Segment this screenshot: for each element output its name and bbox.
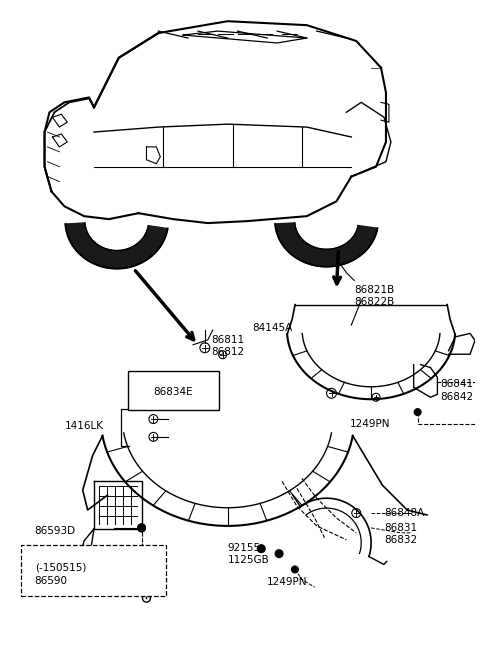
- Text: 86832: 86832: [384, 535, 417, 545]
- Text: 1416LK: 1416LK: [64, 421, 103, 431]
- Text: 86831: 86831: [384, 523, 417, 533]
- Polygon shape: [65, 223, 168, 269]
- Text: 86593D: 86593D: [35, 526, 76, 536]
- Circle shape: [414, 409, 421, 415]
- Text: 84145A: 84145A: [252, 323, 293, 333]
- Text: 86842: 86842: [440, 392, 473, 402]
- Circle shape: [291, 566, 299, 573]
- FancyBboxPatch shape: [128, 371, 219, 410]
- Text: 86821B: 86821B: [354, 285, 395, 296]
- Text: 1249PN: 1249PN: [349, 419, 390, 429]
- Text: (-150515): (-150515): [35, 562, 86, 572]
- Circle shape: [138, 524, 145, 532]
- Text: 86834E: 86834E: [154, 387, 193, 398]
- Text: 86811: 86811: [211, 335, 244, 345]
- Text: 86841: 86841: [440, 379, 473, 389]
- Text: 1249PN: 1249PN: [267, 577, 307, 587]
- Circle shape: [138, 524, 145, 532]
- Circle shape: [275, 549, 283, 558]
- Text: 1125GB: 1125GB: [228, 555, 269, 564]
- Circle shape: [257, 545, 265, 553]
- FancyBboxPatch shape: [21, 545, 166, 596]
- Text: 86822B: 86822B: [354, 298, 395, 307]
- Polygon shape: [275, 223, 377, 267]
- Text: 86812: 86812: [211, 347, 244, 357]
- Text: 86848A: 86848A: [384, 508, 424, 518]
- Text: 92155: 92155: [228, 543, 261, 553]
- Text: 86590: 86590: [35, 576, 68, 587]
